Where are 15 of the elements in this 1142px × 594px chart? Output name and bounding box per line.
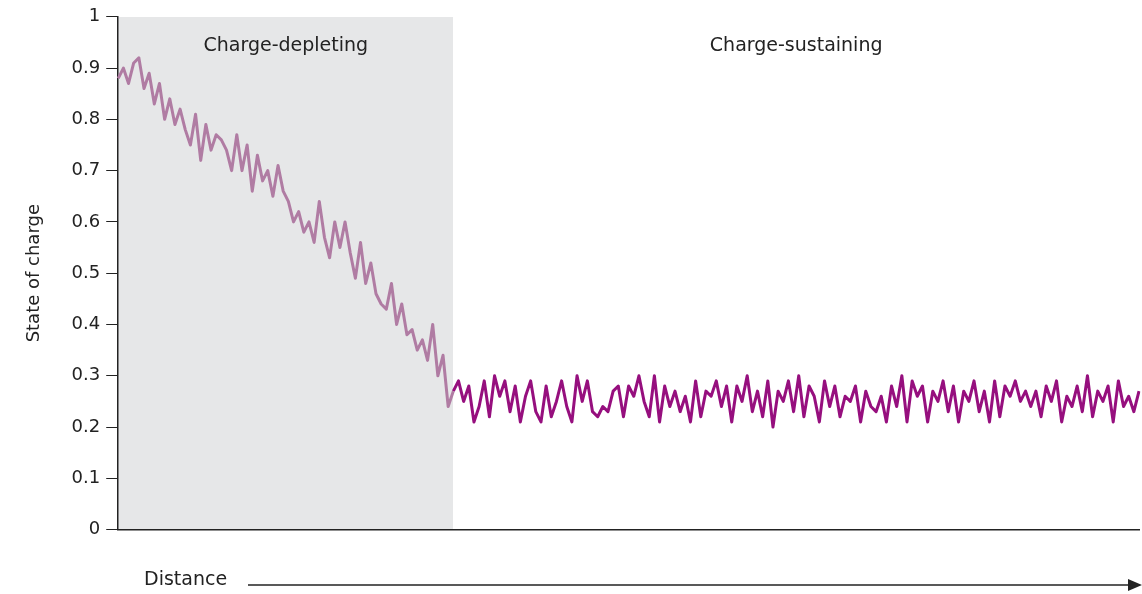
y-tick-label: 0.3	[71, 363, 101, 385]
y-tick-label: 0.7	[71, 158, 101, 180]
y-tick-label: 0.9	[71, 55, 101, 77]
y-tick-label: 0.1	[71, 465, 101, 487]
y-tick-label: 0.6	[71, 209, 101, 231]
y-tick-label: 0.2	[71, 414, 101, 436]
annotation: Charge-sustaining	[709, 33, 883, 56]
annotation: Charge-depleting	[203, 33, 369, 56]
y-tick-label: 0.5	[71, 260, 101, 282]
y-axis-title: State of charge	[22, 204, 44, 343]
y-tick-label: 0.8	[71, 107, 101, 129]
x-axis-title: Distance	[144, 567, 228, 589]
y-tick-label: 0.4	[71, 312, 101, 334]
y-tick-label: 0	[88, 517, 101, 539]
y-tick-label: 1	[88, 4, 101, 26]
